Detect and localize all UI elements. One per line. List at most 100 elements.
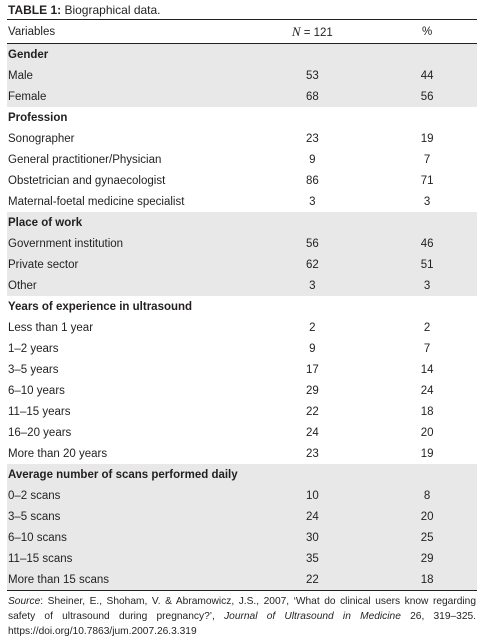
row-label: Sonographer — [8, 132, 75, 145]
source-text-2: 26, 319–325. https://doi.org/10.7863/jum… — [8, 611, 476, 637]
row-percent: 3 — [423, 195, 431, 208]
row-count: 68 — [305, 90, 319, 103]
row-percent: 18 — [420, 573, 434, 586]
header-percent: % — [421, 25, 433, 38]
row-label: Male — [8, 69, 33, 82]
row-label: Other — [8, 279, 37, 292]
row-label: Private sector — [8, 258, 79, 271]
section-group: Profession Sonographer 23 19 General practit… — [7, 107, 477, 212]
row-count: 24 — [305, 510, 319, 523]
source-prefix: Source — [8, 596, 41, 607]
row-count: 17 — [305, 363, 319, 376]
bottom-rule — [7, 590, 477, 591]
row-count: 23 — [305, 132, 319, 145]
row-count: 3 — [309, 195, 316, 208]
row-percent: 7 — [423, 342, 431, 355]
table-row: 6–10 years 29 24 — [7, 380, 477, 401]
row-count: 24 — [305, 426, 319, 439]
table-row: 0–2 scans 10 8 — [7, 485, 477, 506]
section-heading-row: Years of experience in ultrasound — [7, 296, 477, 317]
row-count: 35 — [305, 552, 319, 565]
row-label: 3–5 scans — [8, 510, 61, 523]
table-row: Sonographer 23 19 — [7, 128, 477, 149]
row-percent: 56 — [420, 90, 434, 103]
row-percent: 71 — [420, 174, 434, 187]
row-percent: 2 — [423, 321, 431, 334]
table-row: 3–5 years 17 14 — [7, 359, 477, 380]
table-row: Female 68 56 — [7, 86, 477, 107]
row-percent: 8 — [423, 489, 431, 502]
table-body: Gender Male 53 44 Female 68 56 Profession Sonogr… — [7, 44, 477, 590]
section-group: Average number of scans performed daily 0… — [7, 464, 477, 590]
row-label: General practitioner/Physician — [8, 153, 162, 166]
table-row: Government institution 56 46 — [7, 233, 477, 254]
row-label: 0–2 scans — [8, 489, 61, 502]
row-count: 22 — [305, 573, 319, 586]
row-label: 11–15 years — [8, 405, 71, 418]
row-label: 3–5 years — [8, 363, 59, 376]
row-percent: 18 — [420, 405, 434, 418]
row-count: 22 — [305, 405, 319, 418]
row-percent: 46 — [420, 237, 434, 250]
row-label: 11–15 scans — [8, 552, 73, 565]
header-rule — [7, 43, 477, 44]
row-percent: 19 — [420, 132, 434, 145]
table-caption: TABLE 1: Biographical data. — [7, 2, 477, 19]
table-row: 16–20 years 24 20 — [7, 422, 477, 443]
section-title: Profession — [8, 111, 68, 124]
table-row: More than 15 scans 22 18 — [7, 569, 477, 590]
row-label: Less than 1 year — [8, 321, 94, 334]
table-row: Private sector 62 51 — [7, 254, 477, 275]
row-percent: 51 — [420, 258, 434, 271]
table-row: 11–15 years 22 18 — [7, 401, 477, 422]
table-row: General practitioner/Physician 9 7 — [7, 149, 477, 170]
row-label: Obstetrician and gynaecologist — [8, 174, 166, 187]
table-row: Obstetrician and gynaecologist 86 71 — [7, 170, 477, 191]
row-label: 1–2 years — [8, 342, 59, 355]
table-row: 3–5 scans 24 20 — [7, 506, 477, 527]
row-count: 56 — [305, 237, 319, 250]
row-label: Maternal-foetal medicine specialist — [8, 195, 185, 208]
table-row: 6–10 scans 30 25 — [7, 527, 477, 548]
table-row: Maternal-foetal medicine specialist 3 3 — [7, 191, 477, 212]
row-label: 6–10 years — [8, 384, 65, 397]
header-n-value: = 121 — [300, 26, 333, 39]
section-heading-row: Profession — [7, 107, 477, 128]
row-label: 6–10 scans — [8, 531, 67, 544]
section-heading-row: Average number of scans performed daily — [7, 464, 477, 485]
row-count: 10 — [305, 489, 319, 502]
row-label: 16–20 years — [8, 426, 72, 439]
table-row: Male 53 44 — [7, 65, 477, 86]
table-header: Variables N = 121 % — [7, 20, 477, 43]
row-count: 53 — [305, 69, 319, 82]
row-percent: 29 — [420, 552, 434, 565]
section-title: Place of work — [8, 216, 83, 229]
row-percent: 3 — [423, 279, 431, 292]
table-row: Less than 1 year 2 2 — [7, 317, 477, 338]
row-percent: 7 — [423, 153, 431, 166]
section-group: Place of work Government institution 56 46 P… — [7, 212, 477, 296]
header-variables: Variables — [8, 25, 56, 38]
section-heading-row: Gender — [7, 44, 477, 65]
row-percent: 20 — [420, 510, 434, 523]
table-row: More than 20 years 23 19 — [7, 443, 477, 464]
section-title: Average number of scans performed daily — [8, 468, 238, 481]
row-percent: 14 — [420, 363, 434, 376]
top-rule — [7, 19, 477, 20]
table-row: Other 3 3 — [7, 275, 477, 296]
section-title: Gender — [8, 48, 49, 61]
section-group: Years of experience in ultrasound Less th… — [7, 296, 477, 464]
row-percent: 44 — [420, 69, 434, 82]
source-text-1: : Sheiner, E., Shoham, V. & Abramowicz, … — [8, 596, 476, 622]
row-percent: 24 — [420, 384, 434, 397]
row-count: 3 — [309, 279, 316, 292]
row-percent: 19 — [420, 447, 434, 460]
row-label: More than 20 years — [8, 447, 108, 460]
section-title: Years of experience in ultrasound — [8, 300, 193, 313]
row-count: 86 — [305, 174, 319, 187]
source-journal: Journal of Ultrasound in Medicine — [224, 611, 401, 622]
header-n-symbol: N — [291, 23, 301, 39]
table-row: 11–15 scans 35 29 — [7, 548, 477, 569]
row-count: 62 — [305, 258, 319, 271]
row-label: Government institution — [8, 237, 124, 250]
